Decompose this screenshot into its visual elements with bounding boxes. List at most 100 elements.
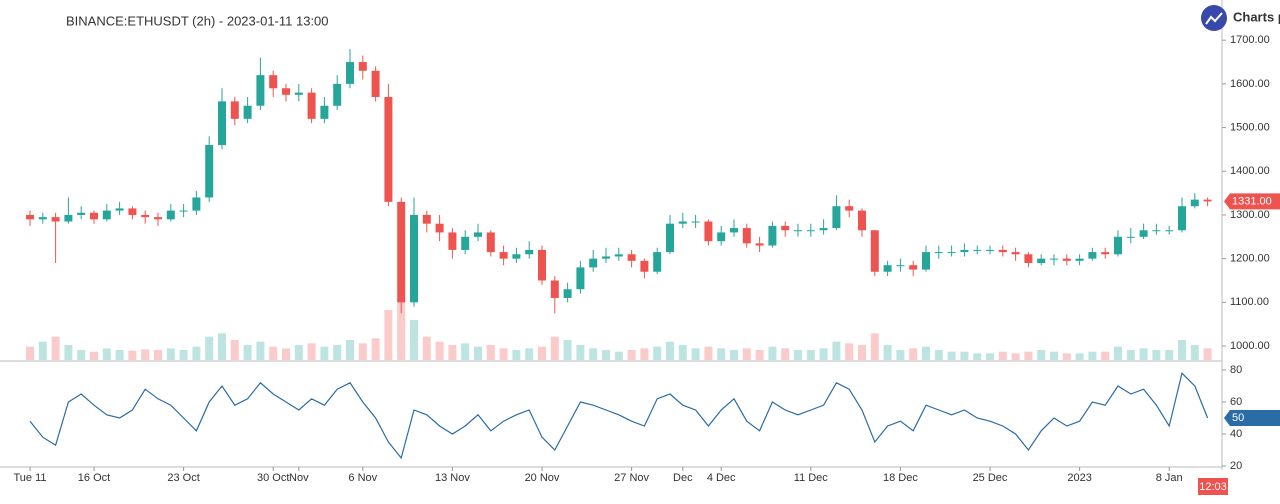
candle-body bbox=[397, 201, 406, 303]
candle-body bbox=[230, 101, 239, 119]
x-tick-label: 2023 bbox=[1067, 472, 1091, 484]
volume-bar bbox=[179, 350, 188, 360]
logo-icon bbox=[1205, 12, 1223, 25]
volume-bar bbox=[38, 341, 47, 360]
volume-bar bbox=[998, 351, 1007, 360]
candle-body bbox=[179, 210, 188, 212]
volume-bar bbox=[589, 348, 598, 360]
candle-body bbox=[320, 105, 329, 119]
candle-body bbox=[1011, 252, 1020, 255]
candle-body bbox=[1178, 206, 1186, 231]
candle-body bbox=[1126, 236, 1135, 238]
volume-bar bbox=[115, 350, 124, 360]
last-price-tag: 1331.00 bbox=[1232, 195, 1272, 207]
candle-body bbox=[282, 88, 290, 95]
volume-bar bbox=[422, 336, 431, 360]
candle-body bbox=[742, 228, 751, 244]
time-tag: 12:03 bbox=[1199, 481, 1227, 493]
volume-bar bbox=[346, 340, 354, 360]
volume-bar bbox=[1139, 348, 1148, 360]
candle-body bbox=[128, 208, 137, 215]
x-tick-label: 8 Jan bbox=[1156, 472, 1183, 484]
candle-body bbox=[141, 214, 150, 218]
candle-body bbox=[717, 232, 726, 242]
volume-bar bbox=[218, 333, 226, 360]
x-tick-label: 16 Oct bbox=[78, 472, 110, 484]
volume-bar bbox=[358, 343, 367, 360]
volume-bar bbox=[154, 350, 162, 360]
volume-bar bbox=[742, 348, 751, 360]
candle-body bbox=[307, 92, 316, 119]
candle-body bbox=[819, 228, 828, 231]
y-tick-label: 60 bbox=[1230, 396, 1242, 408]
candle-body bbox=[154, 217, 162, 220]
volume-bar bbox=[474, 346, 482, 360]
volume-bar bbox=[128, 350, 137, 360]
volume-bar bbox=[205, 336, 214, 360]
candle-body bbox=[1190, 199, 1199, 207]
candle-body bbox=[922, 252, 930, 270]
volume-bar bbox=[1114, 346, 1122, 360]
volume-bar bbox=[602, 350, 610, 360]
volume-bar bbox=[410, 320, 418, 360]
candle-body bbox=[998, 249, 1007, 253]
volume-bar bbox=[1088, 351, 1097, 360]
y-tick-label: 1200.00 bbox=[1230, 253, 1270, 265]
volume-bar bbox=[1126, 350, 1135, 360]
volume-bar bbox=[1152, 350, 1161, 360]
chart-title: BINANCE:ETHUSDT (2h) - 2023-01-11 13:00 bbox=[66, 13, 329, 28]
volume-bar bbox=[640, 348, 649, 360]
candle-body bbox=[102, 210, 111, 220]
candle-body bbox=[269, 75, 278, 89]
candle-body bbox=[1037, 258, 1046, 264]
volume-bar bbox=[653, 346, 662, 360]
candle-body bbox=[538, 249, 546, 281]
candle-body bbox=[499, 252, 508, 259]
x-tick-label: 4 Dec bbox=[707, 472, 736, 484]
volume-bar bbox=[269, 346, 278, 360]
candle-body bbox=[448, 232, 457, 250]
volume-bar bbox=[26, 346, 34, 360]
volume-bar bbox=[781, 348, 790, 360]
candle-body bbox=[51, 217, 60, 222]
volume-bar bbox=[717, 348, 726, 360]
candle-body bbox=[77, 212, 86, 215]
volume-bar bbox=[614, 351, 623, 360]
volume-bar bbox=[448, 345, 457, 360]
x-tick-label: Nov bbox=[289, 472, 309, 484]
candle-body bbox=[435, 223, 444, 233]
candle-body bbox=[1203, 199, 1212, 202]
volume-bar bbox=[166, 348, 175, 360]
logo[interactable] bbox=[1201, 5, 1227, 31]
time-tag-bg bbox=[1198, 478, 1228, 495]
candle-body bbox=[704, 221, 713, 242]
candle-body bbox=[589, 258, 598, 268]
volume-bar bbox=[858, 345, 866, 360]
candle-body bbox=[205, 145, 214, 198]
volume-bar bbox=[576, 345, 585, 360]
candle-body bbox=[794, 230, 802, 232]
volume-bar bbox=[192, 346, 201, 360]
candle-body bbox=[371, 70, 380, 97]
candle-body bbox=[294, 92, 303, 95]
candle-body bbox=[192, 197, 201, 211]
y-tick-label: 1100.00 bbox=[1230, 296, 1269, 308]
volume-bar bbox=[333, 345, 342, 360]
volume-bar bbox=[499, 348, 508, 360]
candle-body bbox=[115, 208, 124, 211]
y-tick-label: 40 bbox=[1230, 428, 1242, 440]
candle-body bbox=[858, 210, 866, 231]
candle-body bbox=[986, 249, 994, 251]
volume-bar bbox=[230, 340, 239, 360]
candle-body bbox=[512, 254, 521, 259]
volume-bar bbox=[435, 341, 444, 360]
volume-bar bbox=[1024, 351, 1033, 360]
candle-body bbox=[768, 225, 777, 246]
candle-body bbox=[1114, 236, 1122, 255]
branding[interactable]: Charts p bbox=[1233, 9, 1280, 24]
candle-body bbox=[1139, 230, 1148, 237]
x-tick-label: 18 Dec bbox=[883, 472, 918, 484]
volume-bar bbox=[934, 350, 943, 360]
